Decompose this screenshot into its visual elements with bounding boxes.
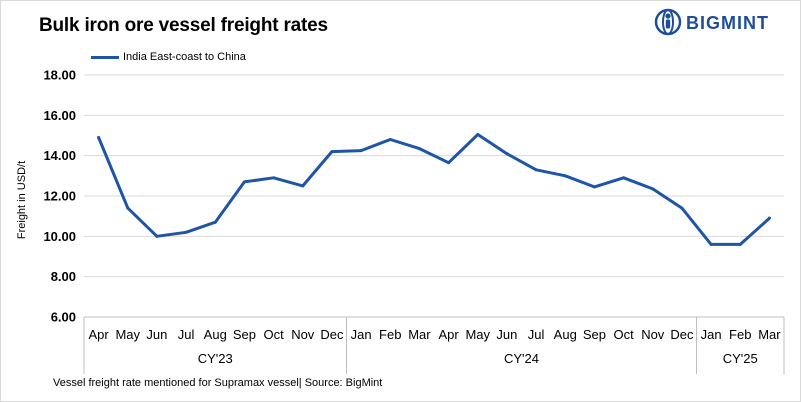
data-point bbox=[738, 242, 742, 246]
x-tick-label: Jun bbox=[496, 327, 517, 342]
x-tick-label: May bbox=[465, 327, 490, 342]
data-point bbox=[272, 176, 276, 180]
legend-swatch bbox=[91, 55, 119, 59]
y-tick-label: 18.00 bbox=[43, 68, 76, 83]
data-point bbox=[476, 132, 480, 136]
brand-logo: BIGMINT bbox=[653, 7, 793, 37]
data-point bbox=[563, 174, 567, 178]
data-point bbox=[126, 206, 130, 210]
x-tick-label: Apr bbox=[438, 327, 459, 342]
data-point bbox=[622, 176, 626, 180]
data-point bbox=[767, 216, 771, 220]
data-point bbox=[680, 206, 684, 210]
x-tick-label: Jan bbox=[701, 327, 722, 342]
x-tick-label: Apr bbox=[88, 327, 109, 342]
series-line bbox=[97, 133, 771, 246]
chart-title: Bulk iron ore vessel freight rates bbox=[39, 15, 328, 36]
data-point bbox=[301, 184, 305, 188]
x-tick-label: Feb bbox=[379, 327, 401, 342]
data-point bbox=[417, 147, 421, 151]
x-tick-label: Sep bbox=[233, 327, 256, 342]
data-point bbox=[97, 136, 101, 140]
data-point bbox=[651, 187, 655, 191]
group-label: CY'25 bbox=[723, 351, 758, 366]
y-tick-label: 12.00 bbox=[43, 189, 76, 204]
data-point bbox=[447, 161, 451, 165]
x-tick-label: Dec bbox=[670, 327, 694, 342]
x-tick-label: Jan bbox=[351, 327, 372, 342]
data-point bbox=[709, 242, 713, 246]
data-point bbox=[242, 180, 246, 184]
y-tick-label: 8.00 bbox=[51, 269, 76, 284]
y-tick-label: 14.00 bbox=[43, 148, 76, 163]
brand-name: BIGMINT bbox=[686, 13, 769, 33]
data-point bbox=[534, 168, 538, 172]
footnote: Vessel freight rate mentioned for Supram… bbox=[53, 377, 383, 389]
x-tick-label: Mar bbox=[758, 327, 781, 342]
data-point bbox=[330, 150, 334, 154]
data-point bbox=[359, 149, 363, 153]
x-tick-label: Jun bbox=[146, 327, 167, 342]
legend: India East-coast to China bbox=[91, 49, 246, 65]
x-tick-label: Jul bbox=[178, 327, 195, 342]
data-point bbox=[213, 220, 217, 224]
x-tick-label: Aug bbox=[554, 327, 577, 342]
y-tick-label: 16.00 bbox=[43, 108, 76, 123]
group-label: CY'24 bbox=[504, 351, 539, 366]
x-tick-label: Mar bbox=[408, 327, 431, 342]
y-tick-label: 10.00 bbox=[43, 229, 76, 244]
data-point bbox=[184, 230, 188, 234]
x-tick-label: Oct bbox=[263, 327, 284, 342]
data-point bbox=[155, 234, 159, 238]
y-tick-label: 6.00 bbox=[51, 310, 76, 325]
globe-icon bbox=[654, 8, 682, 36]
x-tick-label: Oct bbox=[613, 327, 634, 342]
data-point bbox=[592, 185, 596, 189]
x-tick-label: Sep bbox=[583, 327, 606, 342]
x-tick-label: Feb bbox=[729, 327, 751, 342]
x-tick-label: Jul bbox=[528, 327, 545, 342]
x-tick-label: Nov bbox=[641, 327, 665, 342]
x-tick-label: Aug bbox=[204, 327, 227, 342]
legend-label: India East-coast to China bbox=[123, 51, 246, 63]
x-tick-label: May bbox=[115, 327, 140, 342]
data-point bbox=[505, 152, 509, 156]
data-point bbox=[388, 138, 392, 142]
x-tick-label: Nov bbox=[291, 327, 315, 342]
y-axis-label: Freight in USD/t bbox=[16, 161, 28, 239]
x-tick-label: Dec bbox=[320, 327, 344, 342]
group-label: CY'23 bbox=[198, 351, 233, 366]
